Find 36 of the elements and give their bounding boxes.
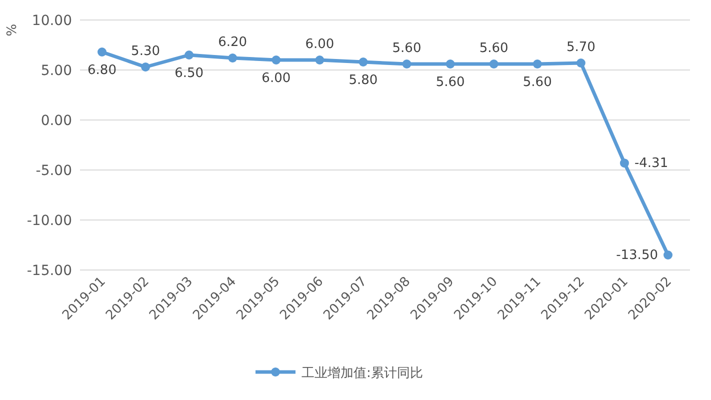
point — [402, 60, 412, 68]
y-tick-label: -5.00 — [36, 163, 72, 179]
data-label: 5.60 — [522, 75, 552, 90]
data-label: 5.70 — [566, 40, 596, 55]
data-label: 5.60 — [392, 41, 422, 56]
data-label: 6.80 — [88, 63, 116, 78]
data-label: 6.20 — [218, 35, 248, 50]
y-tick-label: -10.00 — [26, 213, 72, 229]
data-label: 6.00 — [305, 37, 334, 52]
data-label: 5.60 — [479, 41, 508, 56]
point — [228, 54, 238, 62]
legend-label: 工业增加值:累计同比 — [302, 366, 423, 381]
y-axis-title: % — [5, 24, 20, 36]
point — [184, 50, 194, 60]
point — [489, 60, 498, 68]
point — [576, 58, 586, 68]
y-tick-label: 0.00 — [40, 113, 72, 129]
data-label: 5.80 — [348, 73, 378, 88]
point — [141, 62, 150, 72]
y-tick-label: 5.00 — [40, 63, 72, 79]
y-tick-label: 10.00 — [32, 13, 72, 29]
data-label: -4.31 — [634, 156, 668, 172]
data-label: 6.00 — [262, 71, 291, 86]
point — [446, 60, 455, 68]
data-label: 6.50 — [174, 66, 204, 81]
point — [664, 250, 672, 260]
data-label: -13.50 — [616, 248, 658, 263]
data-label: 5.60 — [436, 75, 465, 90]
point — [98, 48, 106, 56]
point — [620, 158, 629, 168]
y-tick-label: -15.00 — [26, 263, 72, 279]
point — [358, 58, 368, 66]
point — [315, 56, 324, 64]
data-label: 5.30 — [131, 44, 160, 59]
point — [272, 56, 281, 64]
point — [532, 60, 542, 68]
